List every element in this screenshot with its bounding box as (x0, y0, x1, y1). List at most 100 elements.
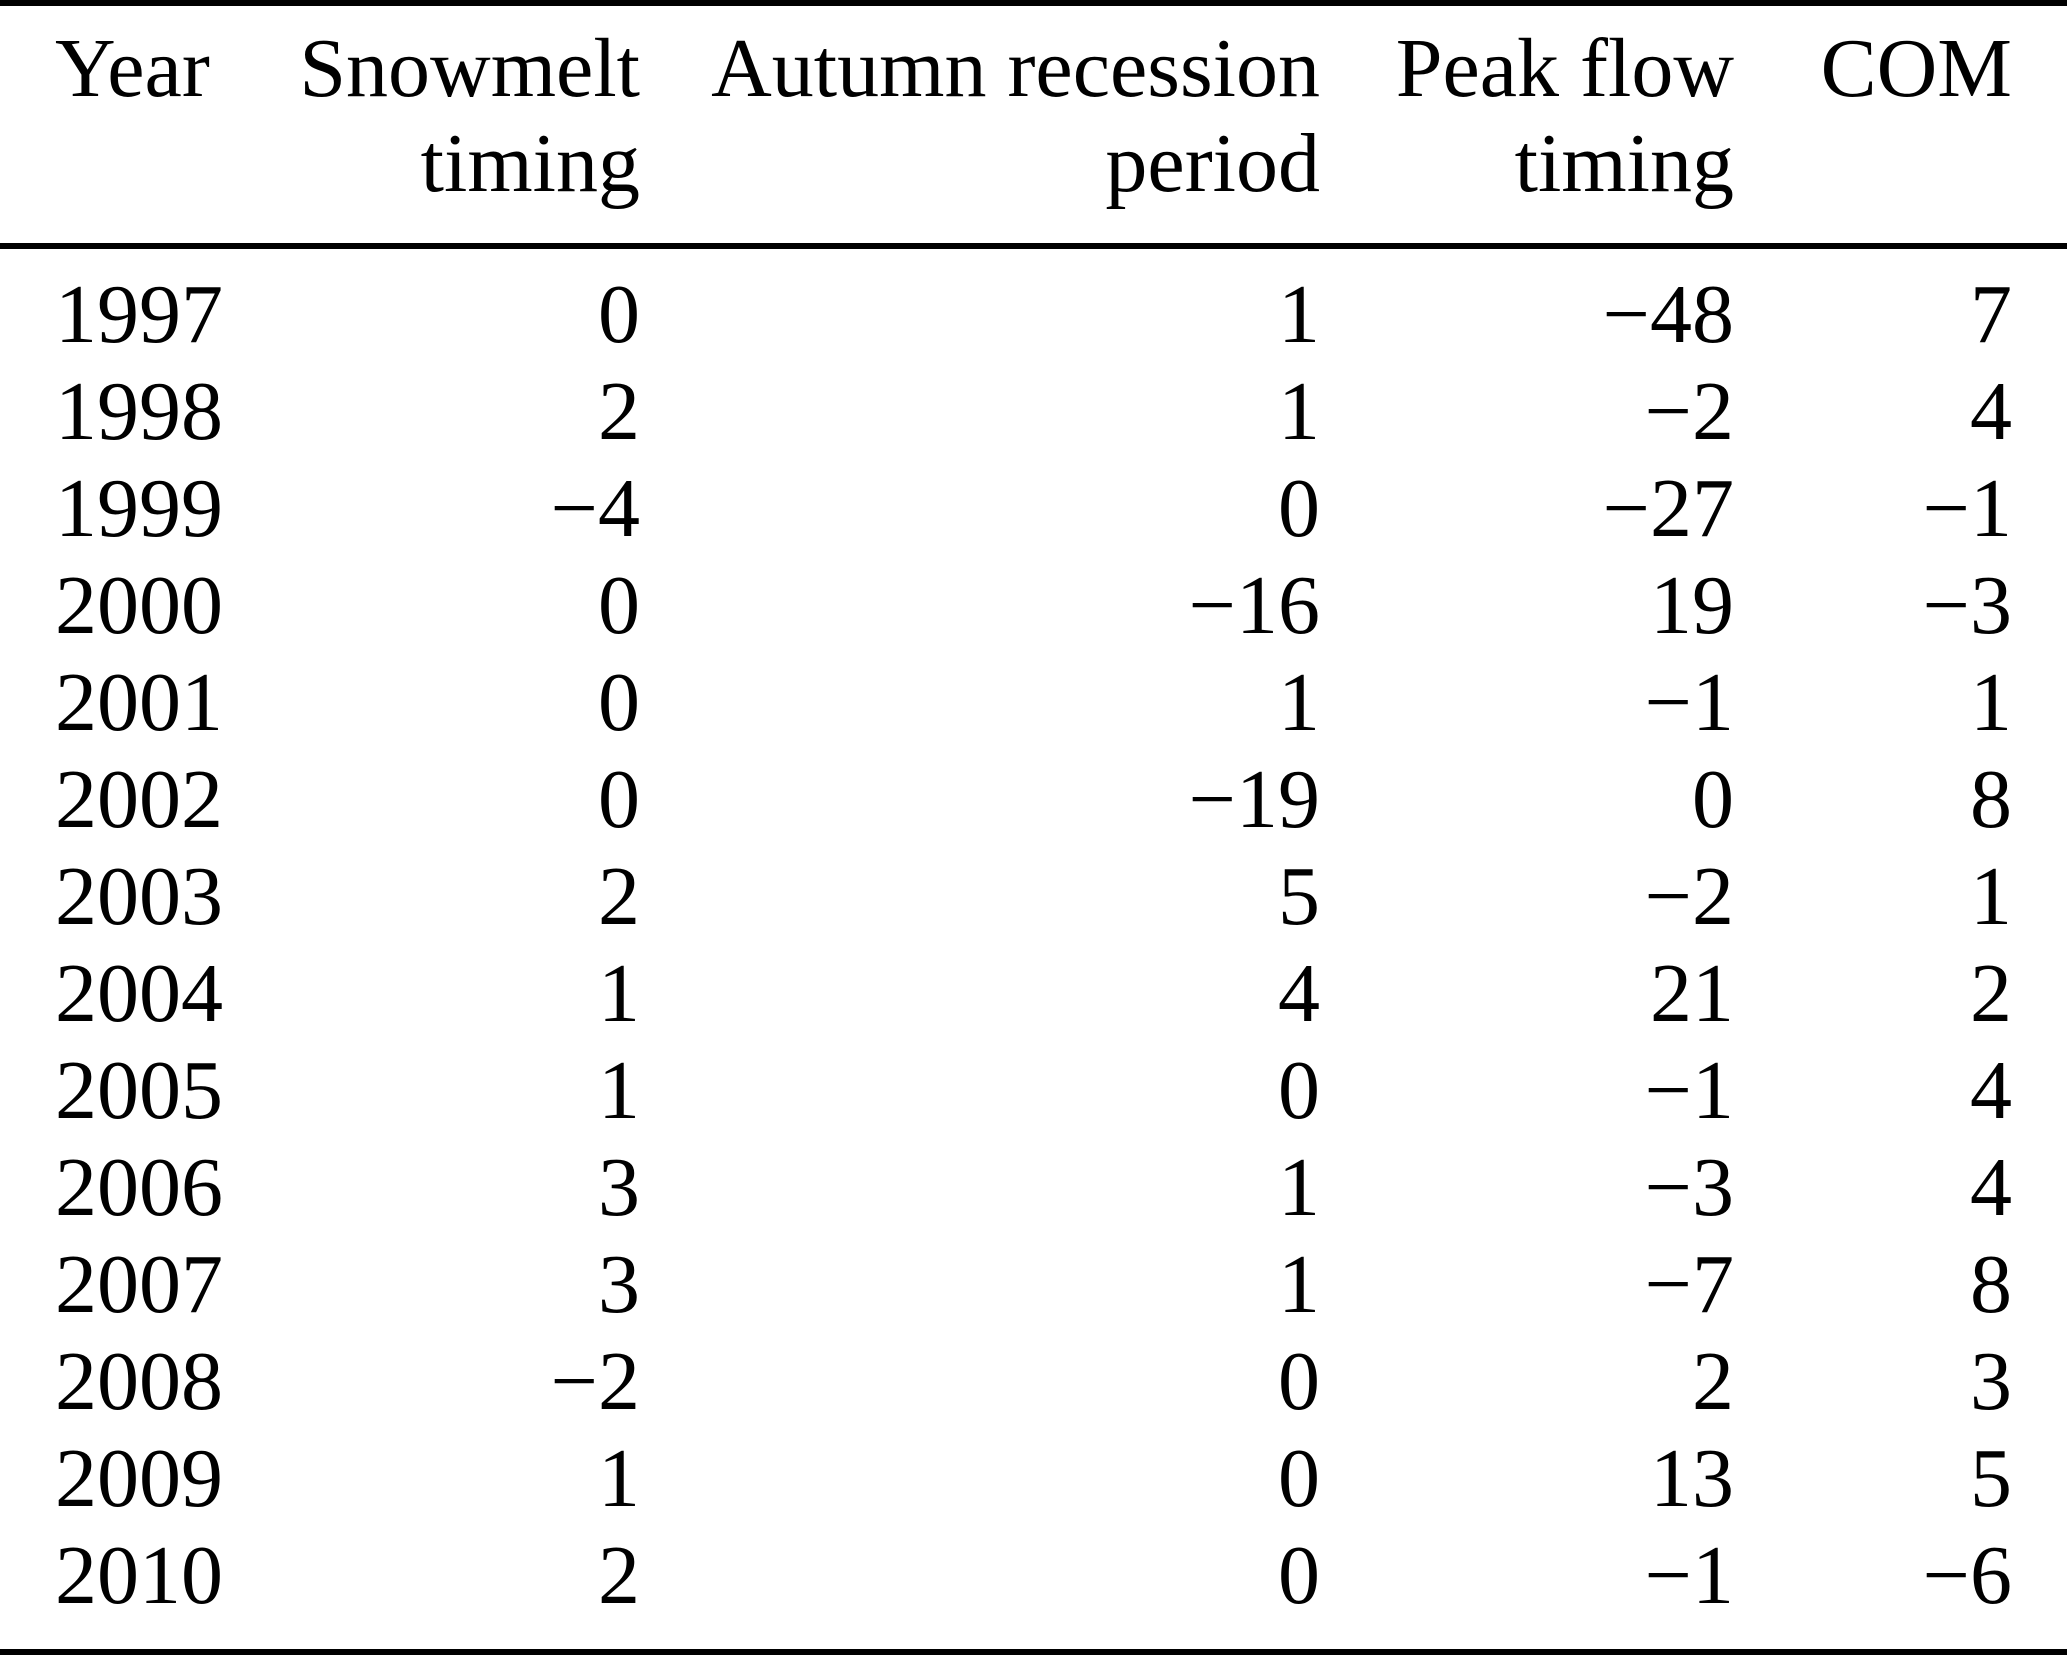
snowmelt-cell: 2 (598, 1529, 640, 1622)
column-header-label: Peak flow (1395, 22, 1734, 115)
com-cell: 2 (1970, 947, 2012, 1040)
autumn-cell: 1 (1278, 1141, 1320, 1234)
autumn-cell: 4 (1278, 947, 1320, 1040)
table-row-2008: 2008 −2 0 2 3 (0, 1333, 2067, 1430)
peakflow-cell: 0 (1692, 753, 1734, 846)
peakflow-cell: 2 (1692, 1335, 1734, 1428)
autumn-cell: 1 (1278, 268, 1320, 361)
snowmelt-cell: 1 (598, 1044, 640, 1137)
table-body: 1997 0 1 −48 7 1998 2 1 −2 4 1999 −4 0 −… (0, 246, 2067, 1624)
com-cell: 5 (1970, 1432, 2012, 1525)
snowmelt-cell: −4 (550, 462, 640, 555)
autumn-cell: 5 (1278, 850, 1320, 943)
snowmelt-cell: 2 (598, 850, 640, 943)
peakflow-cell: 21 (1650, 947, 1734, 1040)
table-row-2006: 2006 3 1 −3 4 (0, 1139, 2067, 1236)
com-cell: 1 (1970, 850, 2012, 943)
com-cell: 4 (1970, 365, 2012, 458)
peakflow-cell: −1 (1644, 656, 1734, 749)
year-cell: 2002 (55, 753, 223, 846)
table-row-2001: 2001 0 1 −1 1 (0, 654, 2067, 751)
com-cell: 8 (1970, 1238, 2012, 1331)
autumn-cell: 0 (1278, 462, 1320, 555)
column-header-snowmelt-timing: Snowmelt timing (280, 6, 640, 249)
table-row-2009: 2009 1 0 13 5 (0, 1430, 2067, 1527)
com-cell: 8 (1970, 753, 2012, 846)
table-row-2010: 2010 2 0 −1 −6 (0, 1527, 2067, 1624)
year-cell: 1999 (55, 462, 223, 555)
snowmelt-cell: 0 (598, 656, 640, 749)
year-cell: 2003 (55, 850, 223, 943)
peakflow-cell: 13 (1650, 1432, 1734, 1525)
autumn-cell: 0 (1278, 1529, 1320, 1622)
autumn-cell: 0 (1278, 1335, 1320, 1428)
table-row-2005: 2005 1 0 −1 4 (0, 1042, 2067, 1139)
autumn-cell: 1 (1278, 656, 1320, 749)
column-header-label: Autumn recession (711, 22, 1320, 115)
table-row-1997: 1997 0 1 −48 7 (0, 246, 2067, 363)
column-header-label: COM (1820, 22, 2012, 115)
table-row-2007: 2007 3 1 −7 8 (0, 1236, 2067, 1333)
autumn-cell: −16 (1188, 559, 1320, 652)
autumn-cell: 1 (1278, 365, 1320, 458)
autumn-cell: 0 (1278, 1044, 1320, 1137)
snowmelt-cell: −2 (550, 1335, 640, 1428)
table-row-2000: 2000 0 −16 19 −3 (0, 557, 2067, 654)
snowmelt-cell: 0 (598, 559, 640, 652)
snowmelt-cell: 2 (598, 365, 640, 458)
table-row-1999: 1999 −4 0 −27 −1 (0, 460, 2067, 557)
year-cell: 1998 (55, 365, 223, 458)
year-cell: 2007 (55, 1238, 223, 1331)
column-header-label: Year (55, 22, 210, 115)
table-row-1998: 1998 2 1 −2 4 (0, 363, 2067, 460)
peakflow-cell: −48 (1602, 268, 1734, 361)
table-row-2004: 2004 1 4 21 2 (0, 945, 2067, 1042)
peakflow-cell: 19 (1650, 559, 1734, 652)
peakflow-cell: −2 (1644, 365, 1734, 458)
column-header-label: timing (420, 117, 640, 210)
year-cell: 2001 (55, 656, 223, 749)
column-header-com: COM (1734, 6, 2067, 249)
snowmelt-cell: 1 (598, 1432, 640, 1525)
com-cell: 4 (1970, 1044, 2012, 1137)
column-header-label: timing (1514, 117, 1734, 210)
autumn-cell: 1 (1278, 1238, 1320, 1331)
table-row-2003: 2003 2 5 −2 1 (0, 848, 2067, 945)
column-header-label: period (1105, 117, 1320, 210)
year-cell: 2010 (55, 1529, 223, 1622)
snowmelt-cell: 0 (598, 268, 640, 361)
year-cell: 2008 (55, 1335, 223, 1428)
peakflow-cell: −7 (1644, 1238, 1734, 1331)
year-cell: 1997 (55, 268, 223, 361)
year-cell: 2005 (55, 1044, 223, 1137)
com-cell: 3 (1970, 1335, 2012, 1428)
com-cell: 4 (1970, 1141, 2012, 1234)
peakflow-cell: −1 (1644, 1529, 1734, 1622)
autumn-cell: −19 (1188, 753, 1320, 846)
timing-metrics-table: Year Snowmelt timing Autumn recession pe… (0, 6, 2067, 1624)
year-cell: 2004 (55, 947, 223, 1040)
table-header: Year Snowmelt timing Autumn recession pe… (0, 6, 2067, 249)
snowmelt-cell: 3 (598, 1238, 640, 1331)
peakflow-cell: −2 (1644, 850, 1734, 943)
snowmelt-cell: 0 (598, 753, 640, 846)
column-header-autumn-recession-period: Autumn recession period (640, 6, 1320, 249)
snowmelt-cell: 1 (598, 947, 640, 1040)
year-cell: 2000 (55, 559, 223, 652)
peakflow-cell: −3 (1644, 1141, 1734, 1234)
com-cell: −6 (1922, 1529, 2012, 1622)
snowmelt-cell: 3 (598, 1141, 640, 1234)
table-row-2002: 2002 0 −19 0 8 (0, 751, 2067, 848)
column-header-peak-flow-timing: Peak flow timing (1320, 6, 1734, 249)
column-header-year: Year (0, 6, 280, 249)
com-cell: 7 (1970, 268, 2012, 361)
year-cell: 2006 (55, 1141, 223, 1234)
com-cell: −1 (1922, 462, 2012, 555)
com-cell: −3 (1922, 559, 2012, 652)
peakflow-cell: −1 (1644, 1044, 1734, 1137)
header-row: Year Snowmelt timing Autumn recession pe… (0, 6, 2067, 249)
autumn-cell: 0 (1278, 1432, 1320, 1525)
year-cell: 2009 (55, 1432, 223, 1525)
peakflow-cell: −27 (1602, 462, 1734, 555)
com-cell: 1 (1970, 656, 2012, 749)
